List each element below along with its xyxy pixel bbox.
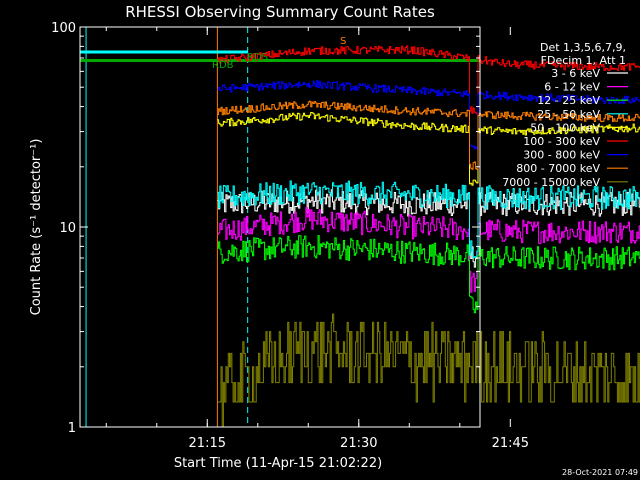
chart-title: RHESSI Observing Summary Count Rates <box>125 3 435 21</box>
series-line <box>217 313 640 428</box>
x-axis-label: Start Time (11-Apr-15 21:02:22) <box>174 456 382 471</box>
date-stamp: 28-Oct-2021 07:49 <box>562 468 638 477</box>
legend-entry-label: 25 - 50 keV <box>537 108 600 121</box>
legend-entry-label: 7000 - 15000 keV <box>502 176 600 189</box>
series-line <box>217 235 640 314</box>
x-tick-label: 21:30 <box>340 436 377 451</box>
legend-header: FDecim 1, Att 1 <box>541 54 626 67</box>
annotation-label: S <box>340 36 346 47</box>
annotations: RDB RDS S <box>212 36 346 71</box>
legend-entry-label: 50 - 100 keV <box>530 121 600 134</box>
y-tick-label: 100 <box>51 21 76 36</box>
reference-lines <box>80 50 480 62</box>
x-tick-label: 21:15 <box>189 436 226 451</box>
y-tick-label: 10 <box>59 221 76 236</box>
x-tick-label: 21:45 <box>492 436 529 451</box>
annotation-label: RDS <box>247 52 268 63</box>
legend-entry-label: 100 - 300 keV <box>523 135 600 148</box>
legend: Det 1,3,5,6,7,9,FDecim 1, Att 13 - 6 keV… <box>502 41 628 189</box>
legend-entry-label: 12 - 25 keV <box>537 94 600 107</box>
y-axis-label: Count Rate (s⁻¹ detector⁻¹) <box>29 139 44 316</box>
legend-entry-label: 300 - 800 keV <box>523 149 600 162</box>
legend-entry-label: 800 - 7000 keV <box>516 162 600 175</box>
series-line <box>217 207 640 293</box>
legend-header: Det 1,3,5,6,7,9, <box>540 41 626 54</box>
y-tick-label: 1 <box>68 421 76 436</box>
legend-entry-label: 3 - 6 keV <box>551 67 600 80</box>
legend-entry-label: 6 - 12 keV <box>544 81 600 94</box>
annotation-label: RDB <box>212 60 234 71</box>
